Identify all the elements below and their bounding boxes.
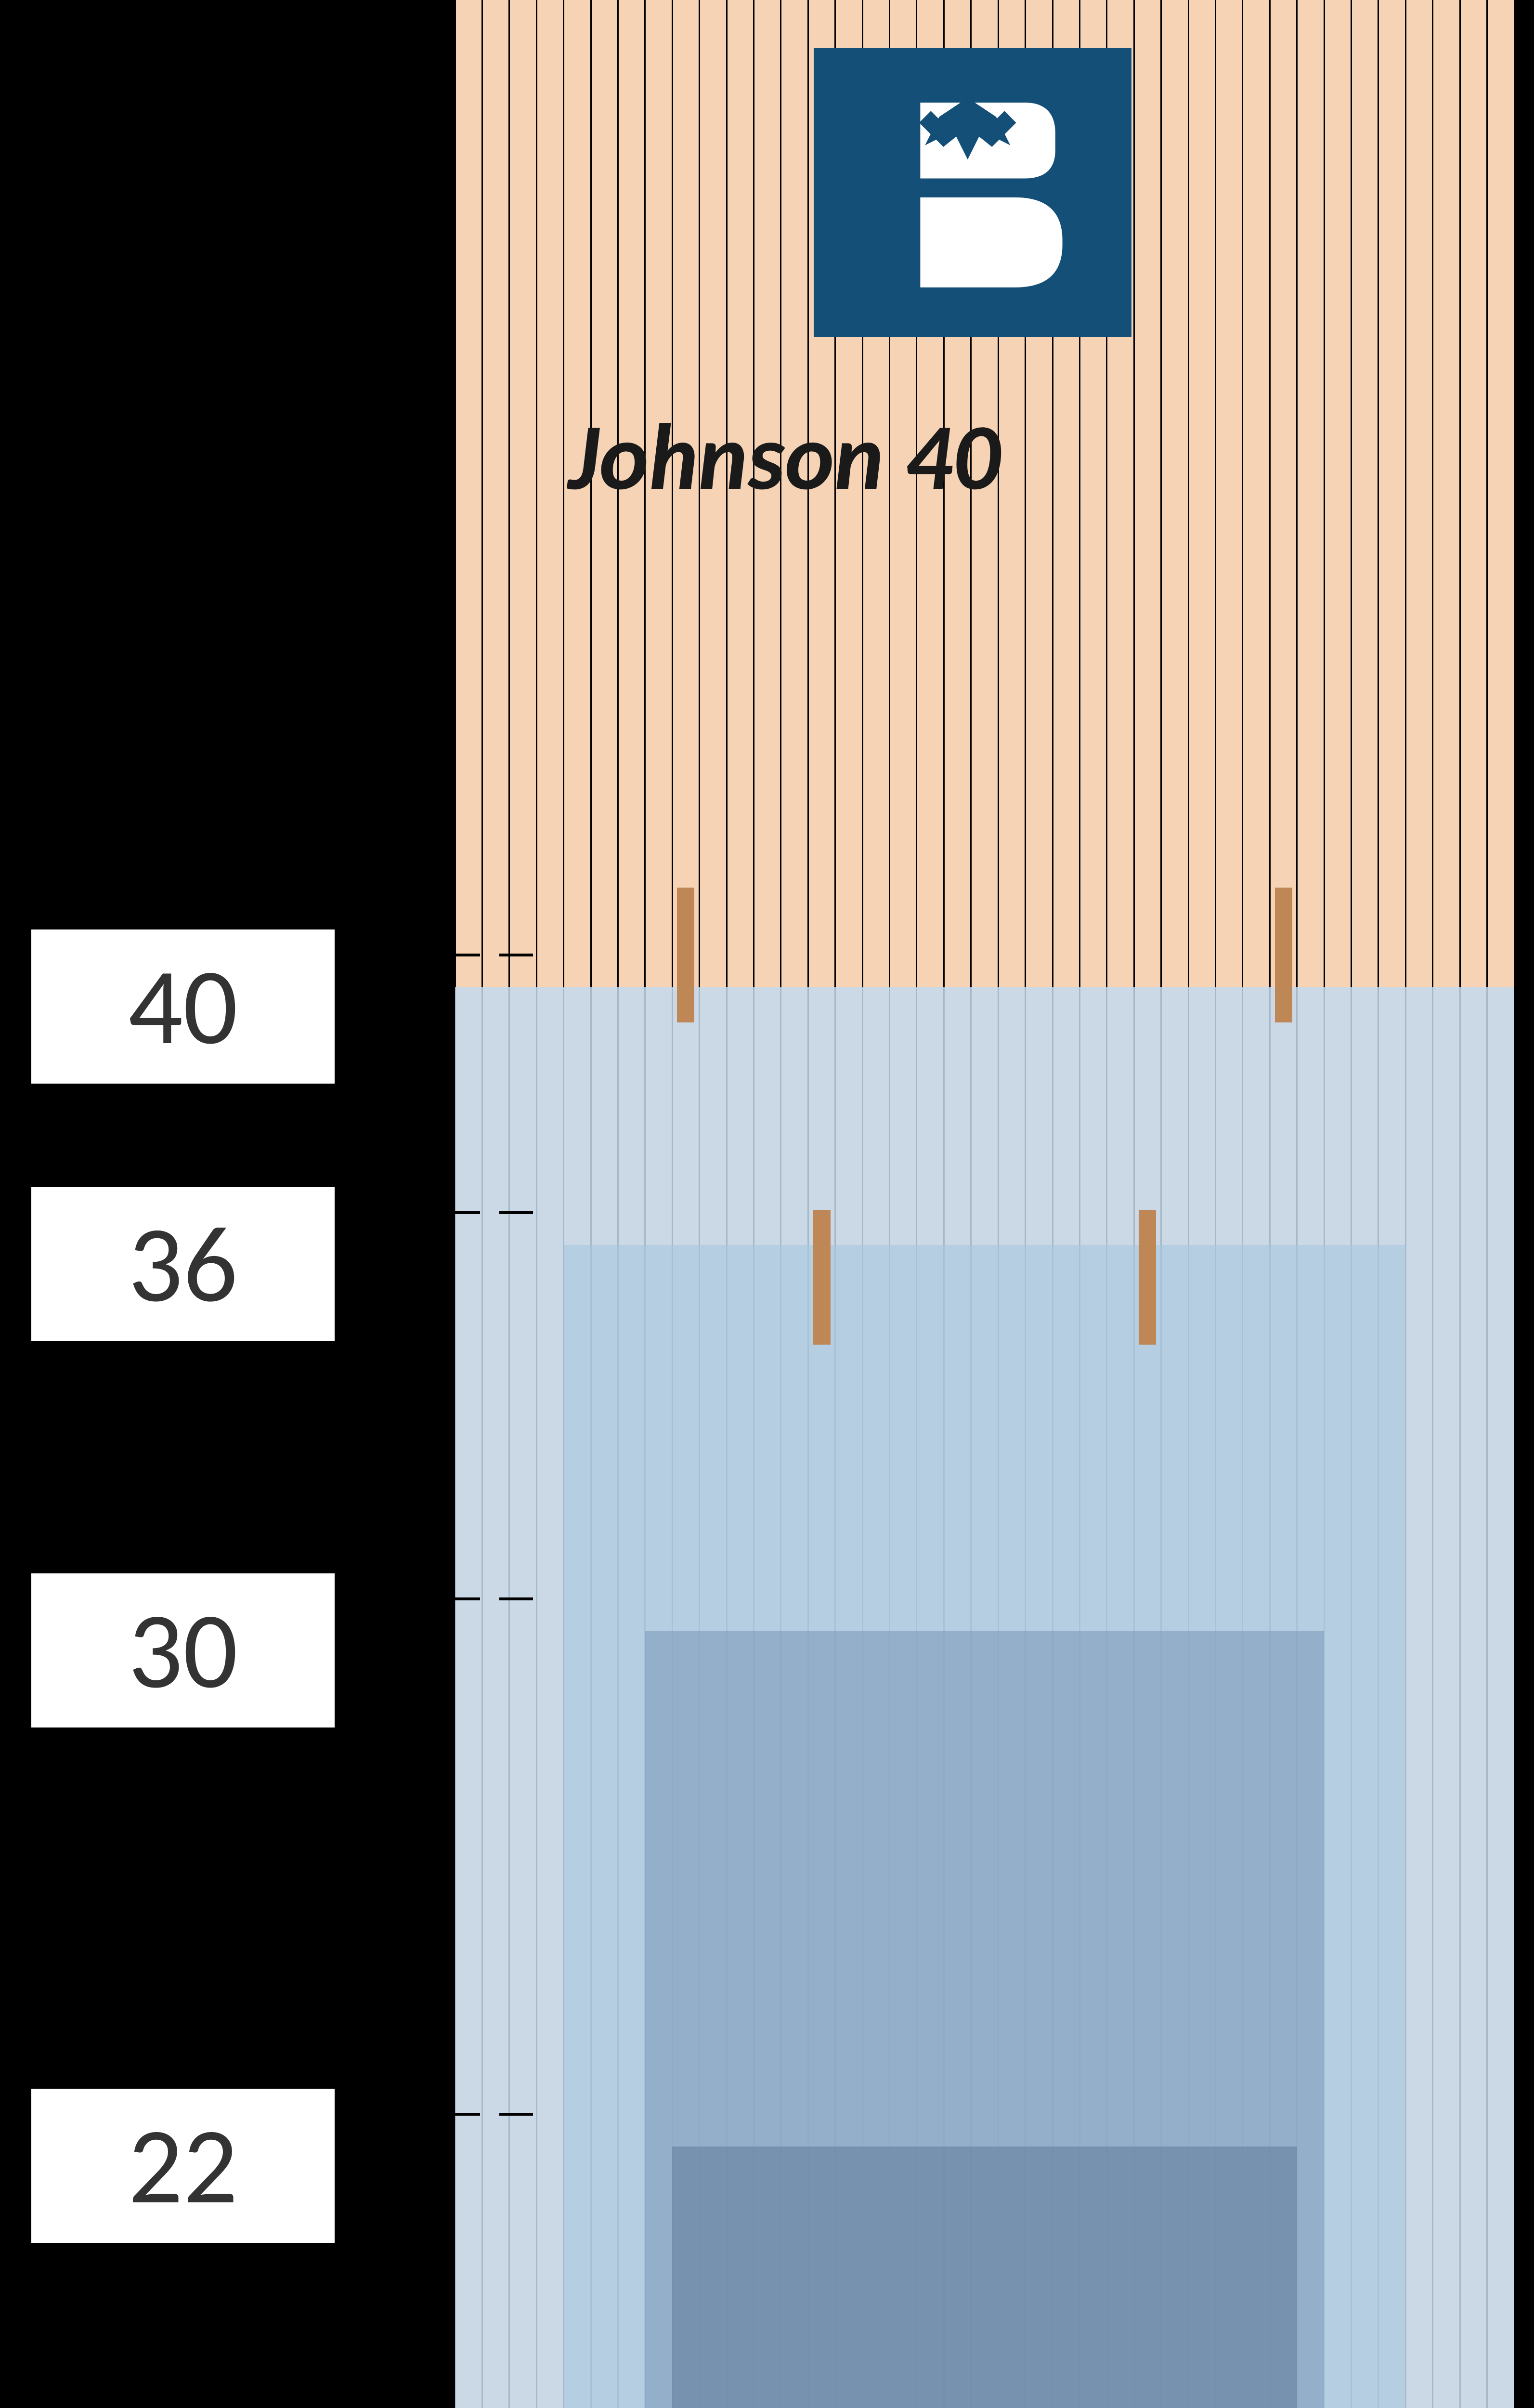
brunswick-logo: [814, 48, 1131, 337]
distance-label-40: 40: [31, 929, 335, 1084]
target-mark: [677, 888, 694, 1022]
leader-line: [340, 954, 543, 958]
distance-value: 22: [128, 2100, 238, 2232]
target-mark: [1139, 1210, 1156, 1345]
distance-value: 30: [128, 1584, 238, 1716]
leader-line: [340, 2113, 543, 2118]
leader-line: [340, 1597, 543, 1602]
distance-label-36: 36: [31, 1187, 335, 1341]
distance-label-30: 30: [31, 1573, 335, 1727]
logo-svg: [842, 74, 1103, 311]
lane-area: [455, 0, 1514, 2408]
target-mark: [1275, 888, 1292, 1022]
oil-zone: [672, 2146, 1297, 2408]
distance-value: 40: [128, 941, 238, 1073]
distance-value: 36: [128, 1198, 238, 1330]
target-mark: [813, 1210, 831, 1345]
pattern-title: Johnson 40: [568, 400, 1000, 514]
distance-label-22: 22: [31, 2089, 335, 2243]
leader-line: [340, 1211, 543, 1216]
